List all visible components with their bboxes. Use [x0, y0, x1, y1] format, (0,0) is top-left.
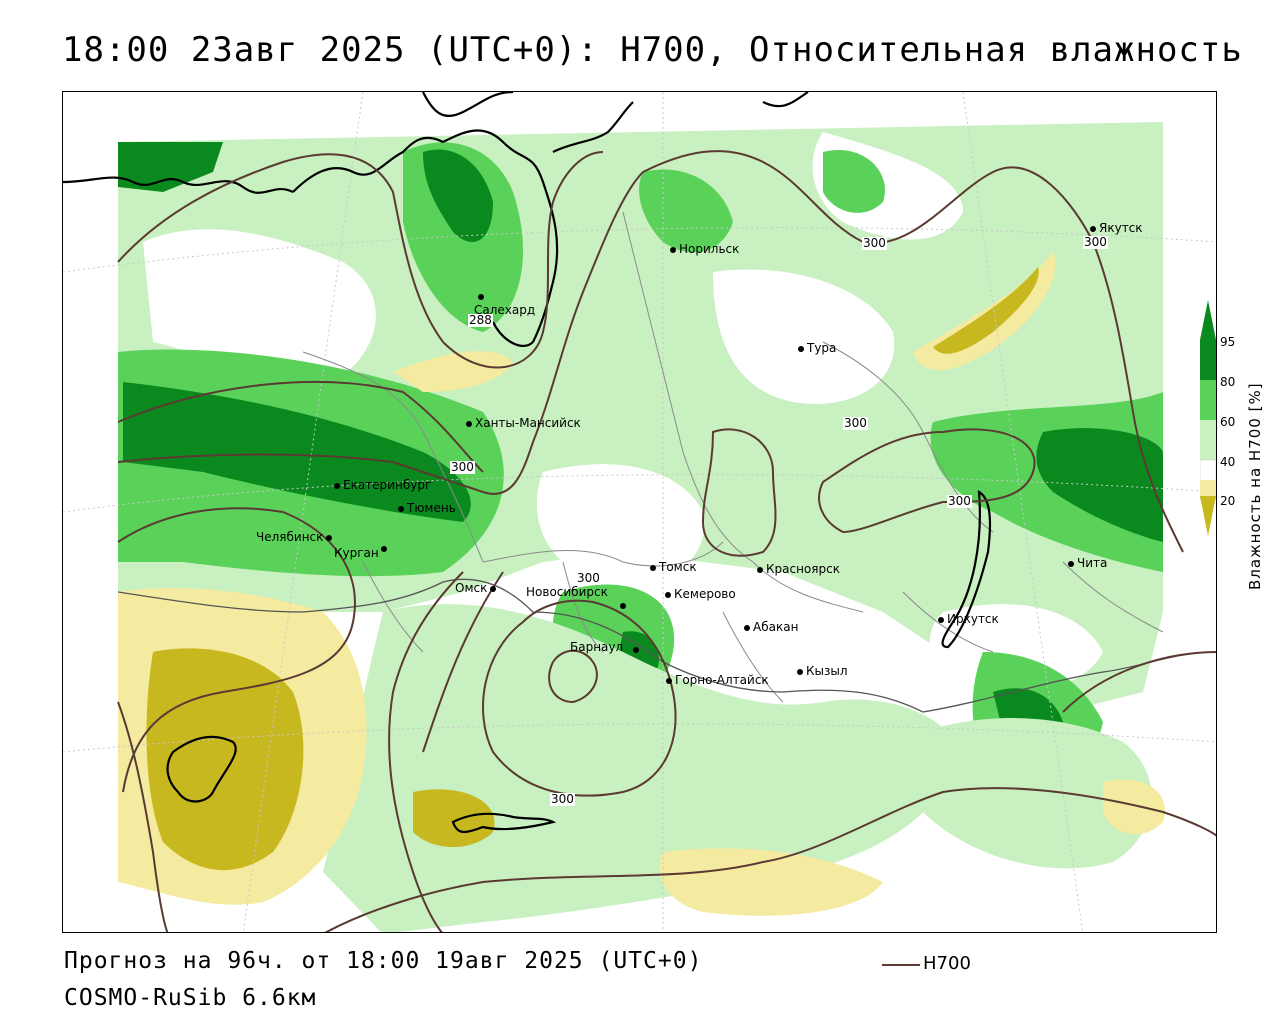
city-dot — [757, 566, 763, 573]
page-title: 18:00 23авг 2025 (UTC+0): H700, Относите… — [62, 30, 1243, 70]
city-dot — [670, 246, 676, 253]
city-marker[interactable]: Екатеринбург — [334, 478, 431, 492]
city-label: Кызыл — [806, 664, 848, 678]
city-dot — [334, 482, 340, 489]
city-marker[interactable]: Томск — [650, 560, 697, 574]
city-dot — [633, 646, 639, 653]
city-label: Абакан — [753, 620, 799, 634]
city-dot — [478, 293, 484, 300]
colorbar-title: Влажность на H700 [%] — [1246, 382, 1264, 590]
city-label-only: Челябинск — [256, 530, 335, 544]
city-dot — [744, 624, 750, 631]
contour-label: 300 — [947, 494, 972, 508]
contour-label: 300 — [1083, 235, 1108, 249]
contour-label: 300 — [862, 236, 887, 250]
city-label-only: Новосибирск — [526, 585, 608, 599]
city-dot — [398, 505, 404, 512]
forecast-info: Прогноз на 96ч. от 18:00 19авг 2025 (UTC… — [64, 948, 703, 974]
city-dot — [798, 345, 804, 352]
legend-label: H700 — [923, 953, 971, 974]
model-name: COSMO-RuSib 6.6км — [64, 985, 317, 1011]
colorbar-tick: 40 — [1220, 455, 1236, 469]
colorbar-tick: 95 — [1220, 335, 1236, 349]
city-label-only: Барнаул — [570, 640, 623, 654]
city-marker[interactable]: Тюмень — [398, 501, 456, 515]
city-dot — [1090, 225, 1096, 232]
city-dot — [938, 616, 944, 623]
city-label: Ханты-Мансийск — [475, 416, 581, 430]
colorbar-tick: 20 — [1220, 494, 1236, 508]
city-marker[interactable]: Ханты-Мансийск — [466, 416, 581, 430]
map-panel[interactable] — [62, 91, 1217, 933]
city-label: Томск — [659, 560, 697, 574]
city-label: Барнаул — [570, 640, 624, 654]
city-label: Челябинск — [256, 530, 324, 544]
city-marker[interactable]: Якутск — [1090, 221, 1143, 235]
city-label: Якутск — [1099, 221, 1143, 235]
contour-label: 300 — [576, 571, 601, 585]
city-label: Екатеринбург — [343, 478, 432, 492]
city-label: Курган — [334, 546, 379, 560]
city-marker[interactable]: Тура — [798, 341, 836, 355]
contour-label: 288 — [468, 313, 493, 327]
legend-line-swatch — [882, 964, 920, 966]
city-marker[interactable]: Горно-Алтайск — [666, 673, 769, 687]
city-marker[interactable] — [633, 642, 642, 656]
city-label: Салехард — [474, 303, 536, 317]
city-marker[interactable] — [478, 289, 487, 303]
humidity-map — [63, 92, 1216, 932]
city-label: Горно-Алтайск — [675, 673, 769, 687]
city-dot — [665, 591, 671, 598]
city-dot — [466, 420, 472, 427]
colorbar — [1200, 300, 1216, 536]
contour-label: 300 — [450, 460, 475, 474]
city-label-only: Омск — [455, 581, 499, 595]
city-dot — [620, 602, 626, 609]
city-label: Иркутск — [947, 612, 999, 626]
colorbar-tick: 60 — [1220, 415, 1236, 429]
city-marker[interactable]: Кызыл — [797, 664, 848, 678]
city-dot — [1068, 560, 1074, 567]
contour-label: 300 — [843, 416, 868, 430]
city-dot — [381, 545, 387, 552]
city-label: Новосибирск — [526, 585, 608, 599]
city-marker[interactable]: Иркутск — [938, 612, 999, 626]
city-label: Тюмень — [407, 501, 456, 515]
city-dot — [490, 585, 497, 592]
city-label: Чита — [1077, 556, 1108, 570]
city-marker[interactable] — [620, 598, 629, 612]
city-dot — [797, 668, 803, 675]
contour-label: 300 — [550, 792, 575, 806]
city-label: Красноярск — [766, 562, 840, 576]
city-label: Кемерово — [674, 587, 736, 601]
city-marker[interactable]: Абакан — [744, 620, 798, 634]
city-label: Омск — [455, 581, 488, 595]
city-marker[interactable]: Чита — [1068, 556, 1107, 570]
city-label: Норильск — [679, 242, 740, 256]
colorbar-tick: 80 — [1220, 375, 1236, 389]
city-dot — [666, 677, 672, 684]
city-marker[interactable] — [381, 541, 390, 555]
city-label-only: Курган — [334, 546, 379, 560]
city-label: Тура — [807, 341, 837, 355]
city-dot — [326, 534, 333, 541]
city-marker[interactable]: Норильск — [670, 242, 739, 256]
city-marker[interactable]: Кемерово — [665, 587, 736, 601]
city-dot — [650, 564, 656, 571]
city-marker[interactable]: Красноярск — [757, 562, 840, 576]
